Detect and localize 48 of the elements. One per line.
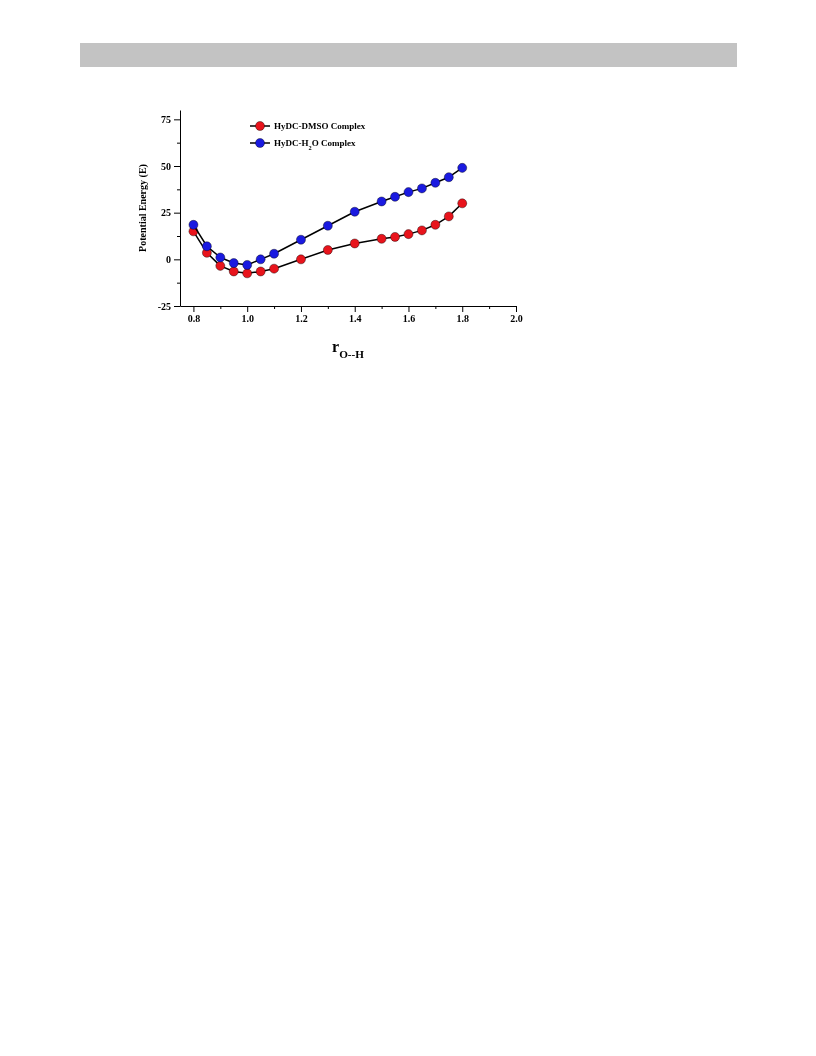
point: [255, 266, 266, 277]
x-tick-label: 1.6: [402, 313, 416, 325]
point: [350, 207, 360, 217]
point: [417, 183, 427, 194]
x-tick-label: 1.8: [456, 313, 469, 325]
y-tick-label: 75: [161, 114, 171, 126]
point: [202, 241, 212, 251]
legend-label: HyDC-H$_{2}$O Complex: [274, 138, 356, 151]
point: [215, 252, 226, 263]
y-tick-label: 50: [161, 160, 171, 172]
y-axis-title: Potential Energy (E): [137, 164, 149, 252]
point: [376, 196, 387, 207]
x-tick-label: 1.0: [241, 313, 254, 325]
point: [457, 198, 467, 209]
point: [390, 192, 400, 202]
x-tick-label: 1.2: [295, 313, 308, 325]
x-tick-label: 0.8: [187, 313, 201, 325]
y-tick-label: -25: [157, 300, 171, 312]
point: [269, 263, 279, 274]
x-axis-title: r$_{O--H}$: [332, 338, 365, 360]
y-tick-label: 0: [166, 254, 171, 266]
point: [457, 163, 467, 173]
point: [350, 238, 360, 249]
point: [444, 172, 454, 182]
point: [296, 254, 306, 265]
point: [229, 266, 239, 277]
point: [229, 258, 239, 268]
point: [215, 261, 226, 271]
x-tick-label: 2.0: [510, 313, 523, 325]
point: [242, 268, 252, 279]
legend-label: HyDC-DMSO Complex: [274, 121, 366, 131]
point: [323, 221, 333, 231]
point: [296, 235, 306, 245]
point: [376, 234, 387, 244]
point: [430, 178, 441, 188]
point: [390, 232, 400, 242]
point: [188, 220, 199, 230]
point: [403, 229, 414, 239]
y-tick-label: 25: [161, 207, 171, 219]
x-tick-label: 1.4: [348, 313, 362, 325]
point: [269, 249, 279, 259]
point: [323, 245, 333, 255]
point: [255, 254, 266, 265]
point: [444, 211, 454, 222]
point: [417, 225, 427, 236]
point: [242, 260, 252, 270]
point: [430, 220, 441, 230]
point: [403, 187, 414, 197]
